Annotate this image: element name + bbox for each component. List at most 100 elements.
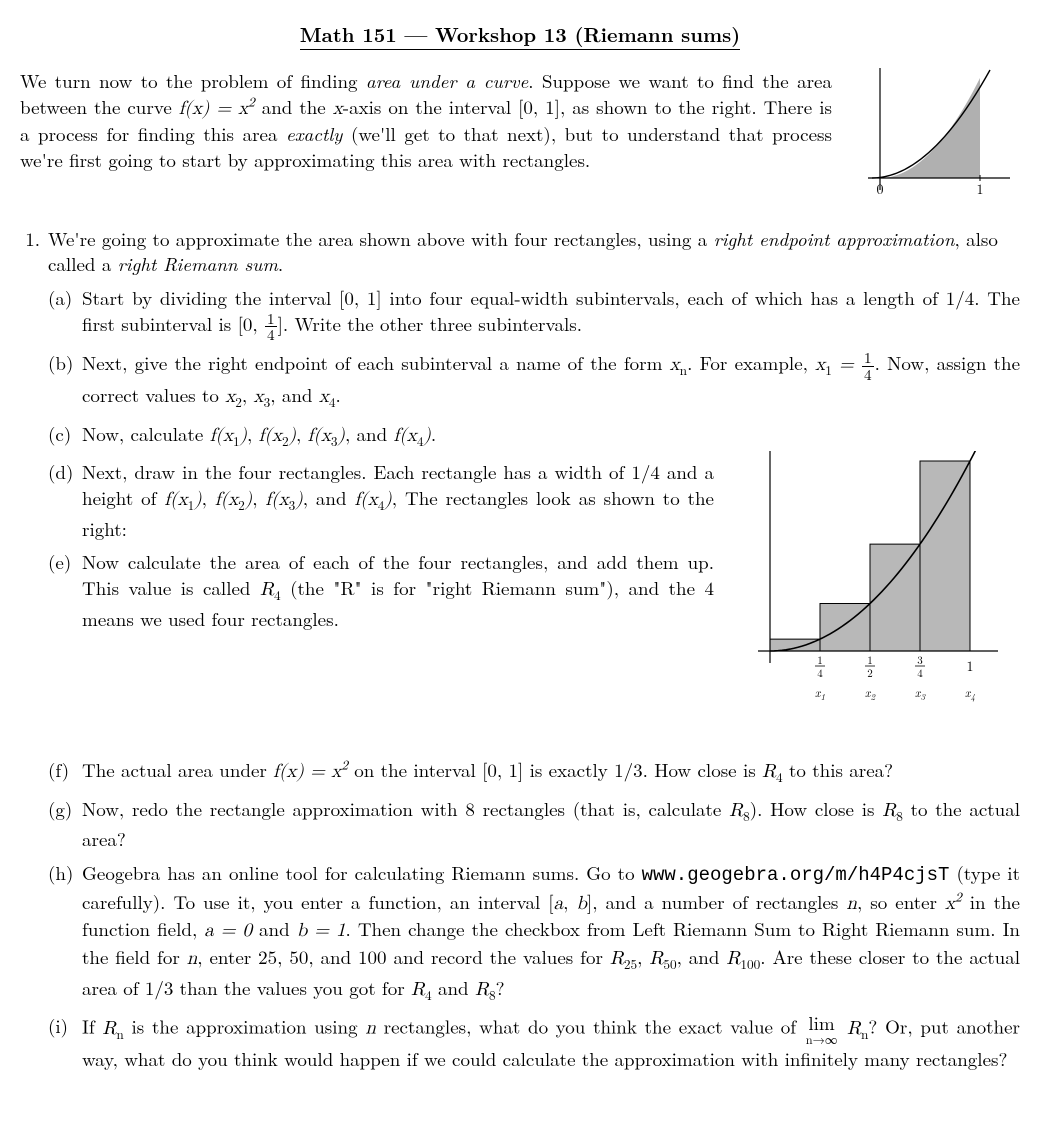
h-t3: ], and a number of rectangles — [587, 888, 846, 915]
page: Math 151 — Workshop 13 (Riemann sums) We… — [0, 0, 1050, 1111]
item-e: (e) Now calculate the area of each of th… — [48, 549, 714, 631]
title-suffix: Workshop 13 (Riemann sums) — [435, 19, 740, 48]
intro-block: We turn now to the problem of finding ar… — [20, 68, 1020, 204]
i-t1: If — [82, 1013, 102, 1040]
label-c: (c) — [48, 421, 76, 452]
body-a: Start by dividing the interval [0, 1] in… — [82, 285, 1020, 342]
i-t3: rectangles, what do you think the exact … — [376, 1013, 804, 1040]
title-sep: — — [397, 19, 435, 48]
body-e: Now calculate the area of each of the fo… — [82, 549, 714, 631]
riemann-bar — [770, 639, 820, 651]
fx2: f(x2) — [259, 426, 296, 445]
x2h: x2 — [945, 894, 962, 913]
f-t3: to this area? — [783, 756, 893, 783]
body-f: The actual area under f(x) = x2 on the i… — [82, 757, 1020, 788]
R4f: R4 — [762, 762, 783, 781]
fx4: f(x4) — [394, 426, 431, 445]
item-h: (h) Geogebra has an online tool for calc… — [48, 860, 1020, 1005]
h-t4: , so enter — [857, 888, 945, 915]
riemann-bar — [920, 461, 970, 651]
x4: x4 — [319, 387, 336, 406]
h-t11: and — [432, 974, 475, 1001]
b-t4: , and — [270, 381, 319, 408]
h-n2: n — [187, 949, 198, 968]
label-d: (d) — [48, 459, 76, 541]
item-c: (c) Now, calculate f(x1), f(x2), f(x3), … — [48, 421, 1020, 452]
lead4: right Riemann sum — [118, 250, 278, 277]
item-b: (b) Next, give the right endpoint of eac… — [48, 350, 1020, 412]
x-sub-label: x4 — [965, 684, 976, 703]
curve-area-svg: 0 1 — [860, 68, 1020, 198]
body-h: Geogebra has an online tool for calculat… — [82, 860, 1020, 1005]
body-c: Now, calculate f(x1), f(x2), f(x3), and … — [82, 421, 1020, 452]
intro-t5: and the — [255, 93, 333, 120]
g-t2: ). How close is — [750, 795, 882, 822]
i-n: n — [365, 1019, 376, 1038]
riemann-bar — [870, 544, 920, 651]
tick-den: 4 — [917, 666, 923, 681]
fig1-x1: 1 — [977, 179, 984, 198]
body-g: Now, redo the rectangle approximation wi… — [82, 796, 1020, 852]
x-sub-label: x3 — [915, 684, 927, 703]
g-t1: Now, redo the rectangle approximation wi… — [82, 795, 729, 822]
label-a: (a) — [48, 285, 76, 342]
intro-t2: area under a curve — [366, 67, 528, 94]
limit: limn→∞ — [806, 1013, 838, 1045]
c-t1: Now, calculate — [82, 420, 210, 447]
fx1d: f(x1) — [164, 490, 201, 509]
label-h: (h) — [48, 860, 76, 1005]
R50: R50 — [649, 949, 676, 968]
h-t1: Geogebra has an online tool for calculat… — [82, 859, 642, 886]
problem-number: 1. — [20, 226, 40, 1072]
Rn: Rn — [102, 1019, 123, 1038]
label-e: (e) — [48, 549, 76, 631]
b-t2: . For example, — [687, 349, 815, 376]
x-sub-label: x2 — [865, 684, 876, 703]
label-f: (f) — [48, 757, 76, 788]
item-d: (d) Next, draw in the four rectangles. E… — [48, 459, 714, 541]
fx3d: f(x3) — [265, 490, 302, 509]
problem-lead: We're going to approximate the area show… — [48, 226, 1020, 277]
f-t2: on the interval [0, 1] is exactly 1/3. H… — [348, 756, 762, 783]
h-n: n — [846, 894, 857, 913]
item-i: (i) If Rn is the approximation using n r… — [48, 1013, 1020, 1071]
intro-t8: exactly — [286, 120, 342, 147]
fx1: f(x1) — [210, 426, 247, 445]
label-g: (g) — [48, 796, 76, 852]
xn: xn — [670, 355, 687, 374]
x1-eq: x1 = — [815, 355, 861, 374]
f-t1: The actual area under — [82, 756, 273, 783]
fx2d: f(x2) — [215, 490, 252, 509]
fx4d: f(x4) — [354, 490, 391, 509]
item-f: (f) The actual area under f(x) = x2 on t… — [48, 757, 1020, 788]
h-t6: and — [252, 915, 297, 942]
lead5: . — [278, 250, 283, 277]
items-de-figure: (d) Next, draw in the four rectangles. E… — [48, 451, 1020, 727]
shaded-area — [880, 78, 980, 178]
h-b: b — [576, 894, 587, 913]
lead1: We're going to approximate the area show… — [48, 225, 714, 252]
x-sub-label: x1 — [815, 684, 826, 703]
x3: x3 — [254, 387, 271, 406]
problem-1: 1. We're going to approximate the area s… — [20, 226, 1020, 1072]
title-prefix: Math 151 — [300, 19, 397, 48]
figure-2: 14x112x234x31x4 — [740, 451, 1020, 727]
b-t1: Next, give the right endpoint of each su… — [82, 349, 670, 376]
h-url: www.geogebra.org/m/h4P4cjsT — [642, 864, 950, 886]
label-b: (b) — [48, 350, 76, 412]
fx-eq-x2-f: f(x) = x2 — [273, 762, 348, 781]
figure-1: 0 1 — [860, 68, 1020, 204]
i-t2: is the approximation using — [124, 1013, 366, 1040]
tick-den: 2 — [867, 666, 873, 681]
x2: x2 — [225, 387, 242, 406]
fig1-x0: 0 — [877, 179, 884, 198]
label-i: (i) — [48, 1013, 76, 1071]
R4h: R4 — [411, 980, 432, 999]
a-eq-0: a = 0 — [204, 921, 252, 940]
R8b: R8 — [882, 801, 903, 820]
intro-text: We turn now to the problem of finding ar… — [20, 68, 832, 173]
R8: R8 — [729, 801, 750, 820]
body-d: Next, draw in the four rectangles. Each … — [82, 459, 714, 541]
riemann-bars-svg: 14x112x234x31x4 — [740, 451, 1010, 721]
b-eq-1: b = 1 — [297, 921, 346, 940]
